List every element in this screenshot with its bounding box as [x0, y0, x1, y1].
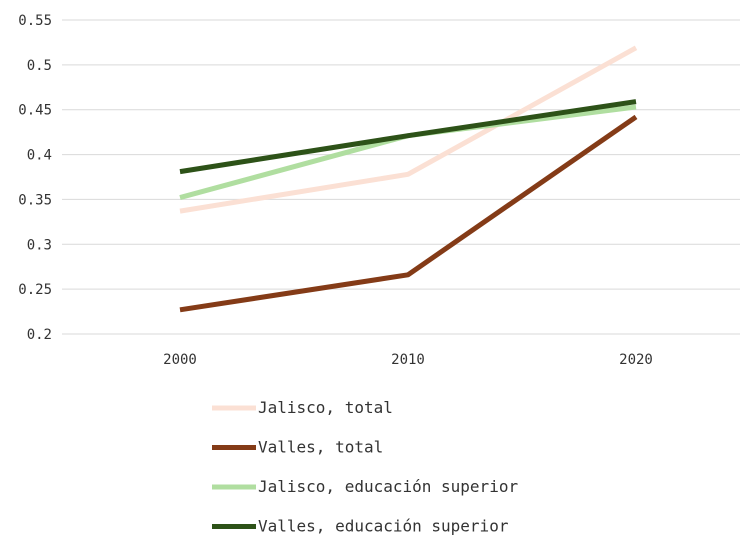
y-tick-label: 0.45	[18, 103, 52, 119]
y-tick-label: 0.2	[27, 327, 52, 343]
x-tick-label: 2000	[163, 352, 197, 368]
y-tick-label: 0.3	[27, 237, 52, 253]
y-axis-tick-labels: 0.2 0.25 0.3 0.35 0.4 0.45 0.5 0.55	[18, 13, 52, 343]
series-line-1	[179, 45, 638, 214]
x-axis-tick-labels: 2000 2010 2020	[163, 352, 653, 368]
legend: Jalisco, total Valles, total Jalisco, educ…	[212, 398, 518, 535]
y-tick-label: 0.35	[18, 192, 52, 208]
y-tick-label: 0.4	[27, 148, 52, 164]
x-tick-label: 2020	[619, 352, 653, 368]
gridlines	[62, 19, 740, 335]
x-tick-label: 2010	[391, 352, 425, 368]
legend-label: Jalisco, total	[258, 398, 393, 417]
y-tick-label: 0.25	[18, 282, 52, 298]
legend-label: Valles, total	[258, 438, 383, 457]
series-line-3	[179, 104, 637, 201]
y-tick-label: 0.55	[18, 13, 52, 29]
series-lines	[179, 45, 638, 313]
y-tick-label: 0.5	[27, 58, 52, 74]
legend-label: Jalisco, educación superior	[258, 477, 518, 496]
series-line-4	[179, 99, 637, 175]
series-line-2	[179, 114, 638, 313]
legend-label: Valles, educación superior	[258, 517, 509, 535]
